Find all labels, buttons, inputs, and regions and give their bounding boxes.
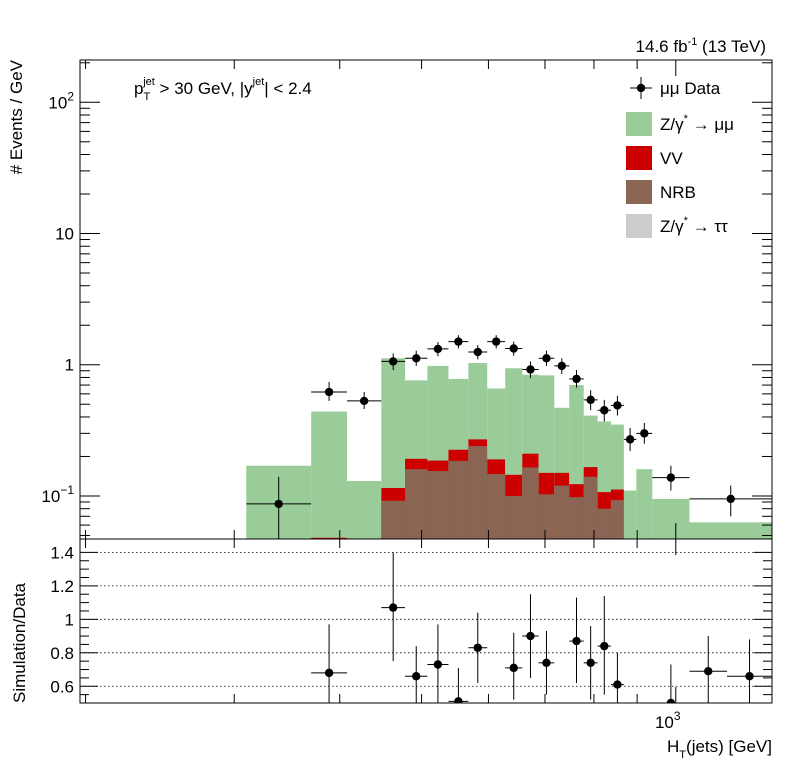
- data-point: [625, 435, 635, 444]
- ratio-point: [454, 697, 463, 703]
- data-point: [274, 499, 283, 509]
- legend-marker-data: [636, 83, 646, 93]
- selection-cut-label: pTjet > 30 GeV, |yjet| < 2.4: [134, 76, 312, 103]
- bar-nrb: [554, 485, 570, 539]
- y-tick-label: 102: [48, 89, 74, 112]
- ratio-y-axis-title: Simulation/Data: [10, 582, 29, 703]
- bar-zmumu: [689, 522, 772, 539]
- ratio-point: [704, 667, 713, 676]
- top-axes: 10−1 1 10 102: [41, 60, 772, 539]
- ratio-point: [586, 658, 595, 668]
- bar-zmumu: [623, 490, 637, 539]
- data-point: [491, 337, 501, 346]
- data-point: [433, 344, 443, 354]
- ratio-grid: [80, 551, 772, 687]
- bar-nrb: [505, 495, 523, 539]
- bar-nrb: [487, 474, 506, 539]
- ratio-point: [388, 603, 398, 612]
- data-point: [613, 401, 622, 410]
- legend-swatch-ztautau: [626, 214, 652, 238]
- bar-nrb: [468, 446, 488, 539]
- top-y-axis-title: # Events / GeV: [7, 59, 26, 174]
- bar-zmumu: [311, 411, 348, 539]
- legend-label-vv: VV: [660, 149, 683, 168]
- ratio-plot-frame: [79, 538, 773, 704]
- ratio-point: [526, 631, 535, 641]
- bar-nrb: [427, 470, 449, 539]
- bar-zmumu: [652, 498, 690, 539]
- bar-nrb: [583, 476, 598, 539]
- bar-nrb: [405, 469, 428, 539]
- data-point: [509, 344, 518, 353]
- stacked-histogram: [246, 358, 772, 539]
- bar-nrb: [538, 494, 555, 539]
- data-point: [586, 395, 595, 405]
- bar-zmumu: [347, 481, 382, 539]
- data-point: [726, 494, 735, 504]
- ratio-point: [324, 668, 334, 678]
- data-point: [324, 387, 334, 397]
- data-point: [542, 354, 551, 363]
- bar-nrb: [448, 460, 469, 539]
- ratio-points: [311, 552, 772, 703]
- data-point: [557, 361, 566, 371]
- bar-nrb: [522, 467, 539, 539]
- ratio-point: [509, 663, 518, 673]
- y-tick-label: 10−1: [41, 483, 74, 506]
- data-point: [640, 429, 649, 438]
- ratio-point: [412, 672, 421, 681]
- data-point: [526, 365, 535, 374]
- ratio-point: [745, 672, 754, 681]
- luminosity-label: 14.6 fb-1 (13 TeV): [636, 36, 766, 56]
- ratio-point: [613, 680, 622, 689]
- bar-vv: [311, 537, 348, 539]
- x-tick-label: 103: [655, 709, 681, 732]
- x-axis-title: HT(jets) [GeV]: [667, 737, 772, 761]
- data-point: [666, 473, 676, 482]
- legend-label-nrb: NRB: [660, 183, 696, 202]
- ratio-y-tick-label: 1.4: [50, 543, 74, 562]
- data-point: [473, 347, 482, 357]
- y-tick-label: 10: [55, 225, 74, 244]
- legend-swatch-zmumu: [626, 112, 652, 136]
- ratio-point: [473, 643, 482, 652]
- bar-zmumu: [636, 469, 653, 539]
- data-point: [600, 406, 609, 415]
- data-point: [412, 354, 421, 363]
- legend-label-data: μμ Data: [660, 79, 721, 98]
- data-point: [388, 357, 398, 366]
- ratio-y-tick-label: 0.8: [50, 644, 74, 663]
- data-point: [572, 374, 581, 384]
- legend: μμ Data Z/γ* → μμ VV NRB Z/γ* → ττ: [626, 77, 734, 238]
- ratio-y-tick-label: 0.6: [50, 677, 74, 696]
- ratio-point: [542, 658, 551, 668]
- y-tick-label: 1: [65, 356, 74, 375]
- ratio-point: [600, 641, 609, 651]
- ratio-point: [433, 660, 443, 669]
- ratio-y-tick-label: 1: [65, 610, 74, 629]
- ratio-axes: 0.6 0.8 1 1.2 1.4 103: [50, 539, 772, 732]
- legend-label-zmumu: Z/γ* → μμ: [660, 113, 734, 134]
- legend-label-ztautau: Z/γ* → ττ: [660, 215, 728, 236]
- data-point: [454, 337, 463, 346]
- ratio-point: [666, 698, 676, 703]
- bar-nrb: [610, 500, 624, 539]
- ratio-point: [572, 636, 581, 646]
- data-points: [246, 335, 772, 539]
- legend-swatch-nrb: [626, 180, 652, 204]
- ratio-y-tick-label: 1.2: [50, 577, 74, 596]
- legend-swatch-vv: [626, 146, 652, 170]
- bar-nrb: [381, 500, 406, 539]
- bar-nrb: [569, 497, 584, 539]
- bar-nrb: [597, 508, 611, 539]
- data-point: [359, 396, 369, 406]
